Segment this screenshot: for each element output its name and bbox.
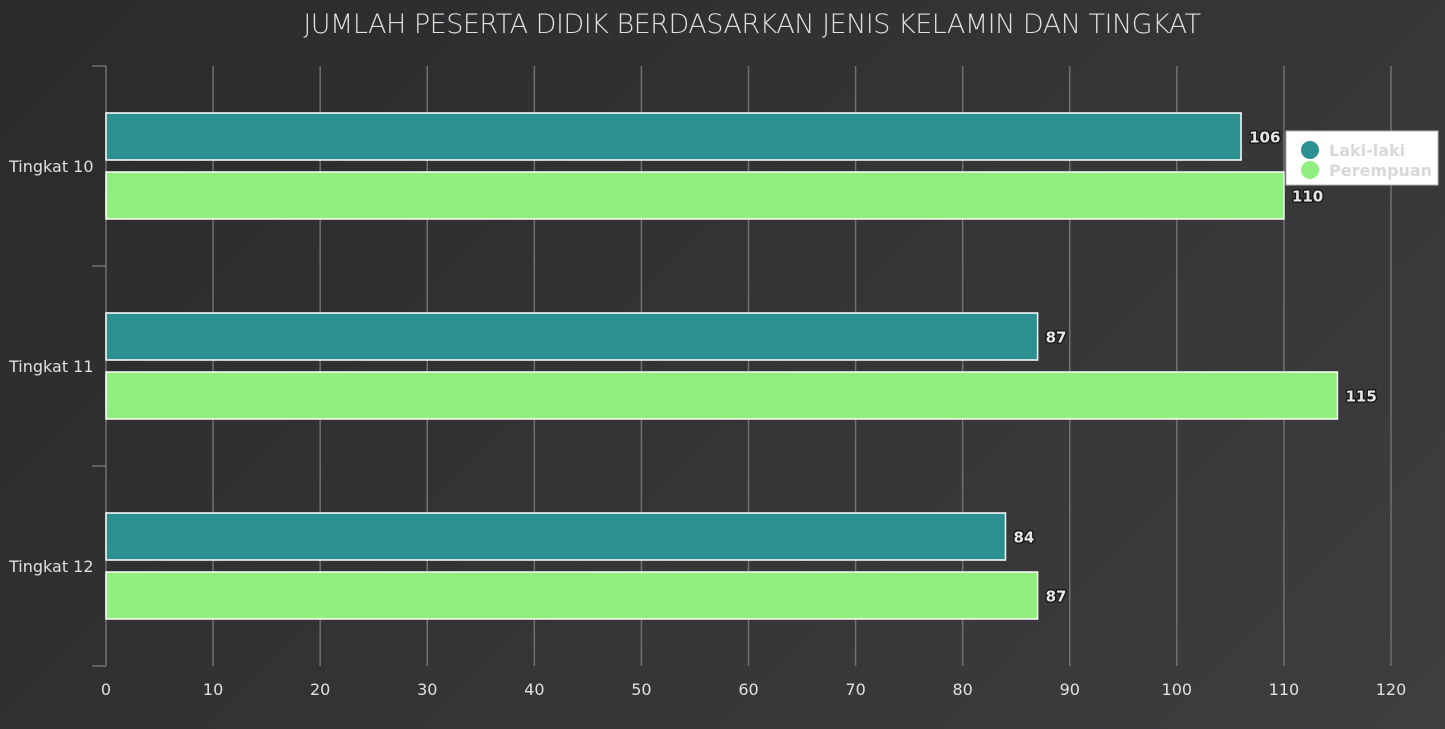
x-tick-label: 80 xyxy=(952,680,972,699)
bar-perempuan[interactable] xyxy=(105,171,1285,220)
bar-laki-laki[interactable] xyxy=(105,512,1007,561)
x-tick-label: 40 xyxy=(524,680,544,699)
x-tick-label: 110 xyxy=(1269,680,1300,699)
legend-marker xyxy=(1301,141,1319,159)
x-tick-label: 60 xyxy=(738,680,758,699)
bar-perempuan[interactable] xyxy=(105,571,1039,620)
data-label: 87 xyxy=(1046,329,1067,347)
x-tick-label: 70 xyxy=(845,680,865,699)
bar-perempuan[interactable] xyxy=(105,371,1339,420)
x-tick-label: 120 xyxy=(1376,680,1407,699)
legend-label: Laki-laki xyxy=(1329,141,1405,160)
legend-label: Perempuan xyxy=(1329,161,1432,180)
data-label: 87 xyxy=(1046,588,1067,606)
data-label: 115 xyxy=(1345,388,1376,406)
legend-item-laki-laki[interactable]: Laki-laki xyxy=(1301,141,1405,160)
x-tick-label: 90 xyxy=(1060,680,1080,699)
bar-laki-laki[interactable] xyxy=(105,112,1242,161)
chart-title: JUMLAH PESERTA DIDIK BERDASARKAN JENIS K… xyxy=(303,9,1200,40)
data-label: 106 xyxy=(1249,129,1280,147)
x-tick-label: 20 xyxy=(310,680,330,699)
x-tick-label: 30 xyxy=(417,680,437,699)
y-axis: Tingkat 10 Tingkat 11 Tingkat 12 xyxy=(8,65,107,667)
legend-item-perempuan[interactable]: Perempuan xyxy=(1301,161,1432,180)
data-label: 110 xyxy=(1292,188,1323,206)
x-tick-label: 50 xyxy=(631,680,651,699)
data-label: 84 xyxy=(1014,529,1035,547)
x-tick-label: 10 xyxy=(203,680,223,699)
bar-laki-laki[interactable] xyxy=(105,312,1039,361)
x-tick-label: 0 xyxy=(101,680,111,699)
legend-marker xyxy=(1301,161,1319,179)
x-axis: 0 10 20 30 40 50 60 70 80 90 100 110 120 xyxy=(101,680,1406,699)
y-tick-label: Tingkat 11 xyxy=(8,357,94,376)
x-tick-label: 100 xyxy=(1162,680,1193,699)
bar-series xyxy=(105,112,1339,620)
data-labels: 106 110 87 115 84 87 xyxy=(1012,127,1378,607)
y-tick-label: Tingkat 12 xyxy=(8,557,94,576)
y-tick-label: Tingkat 10 xyxy=(8,157,94,176)
